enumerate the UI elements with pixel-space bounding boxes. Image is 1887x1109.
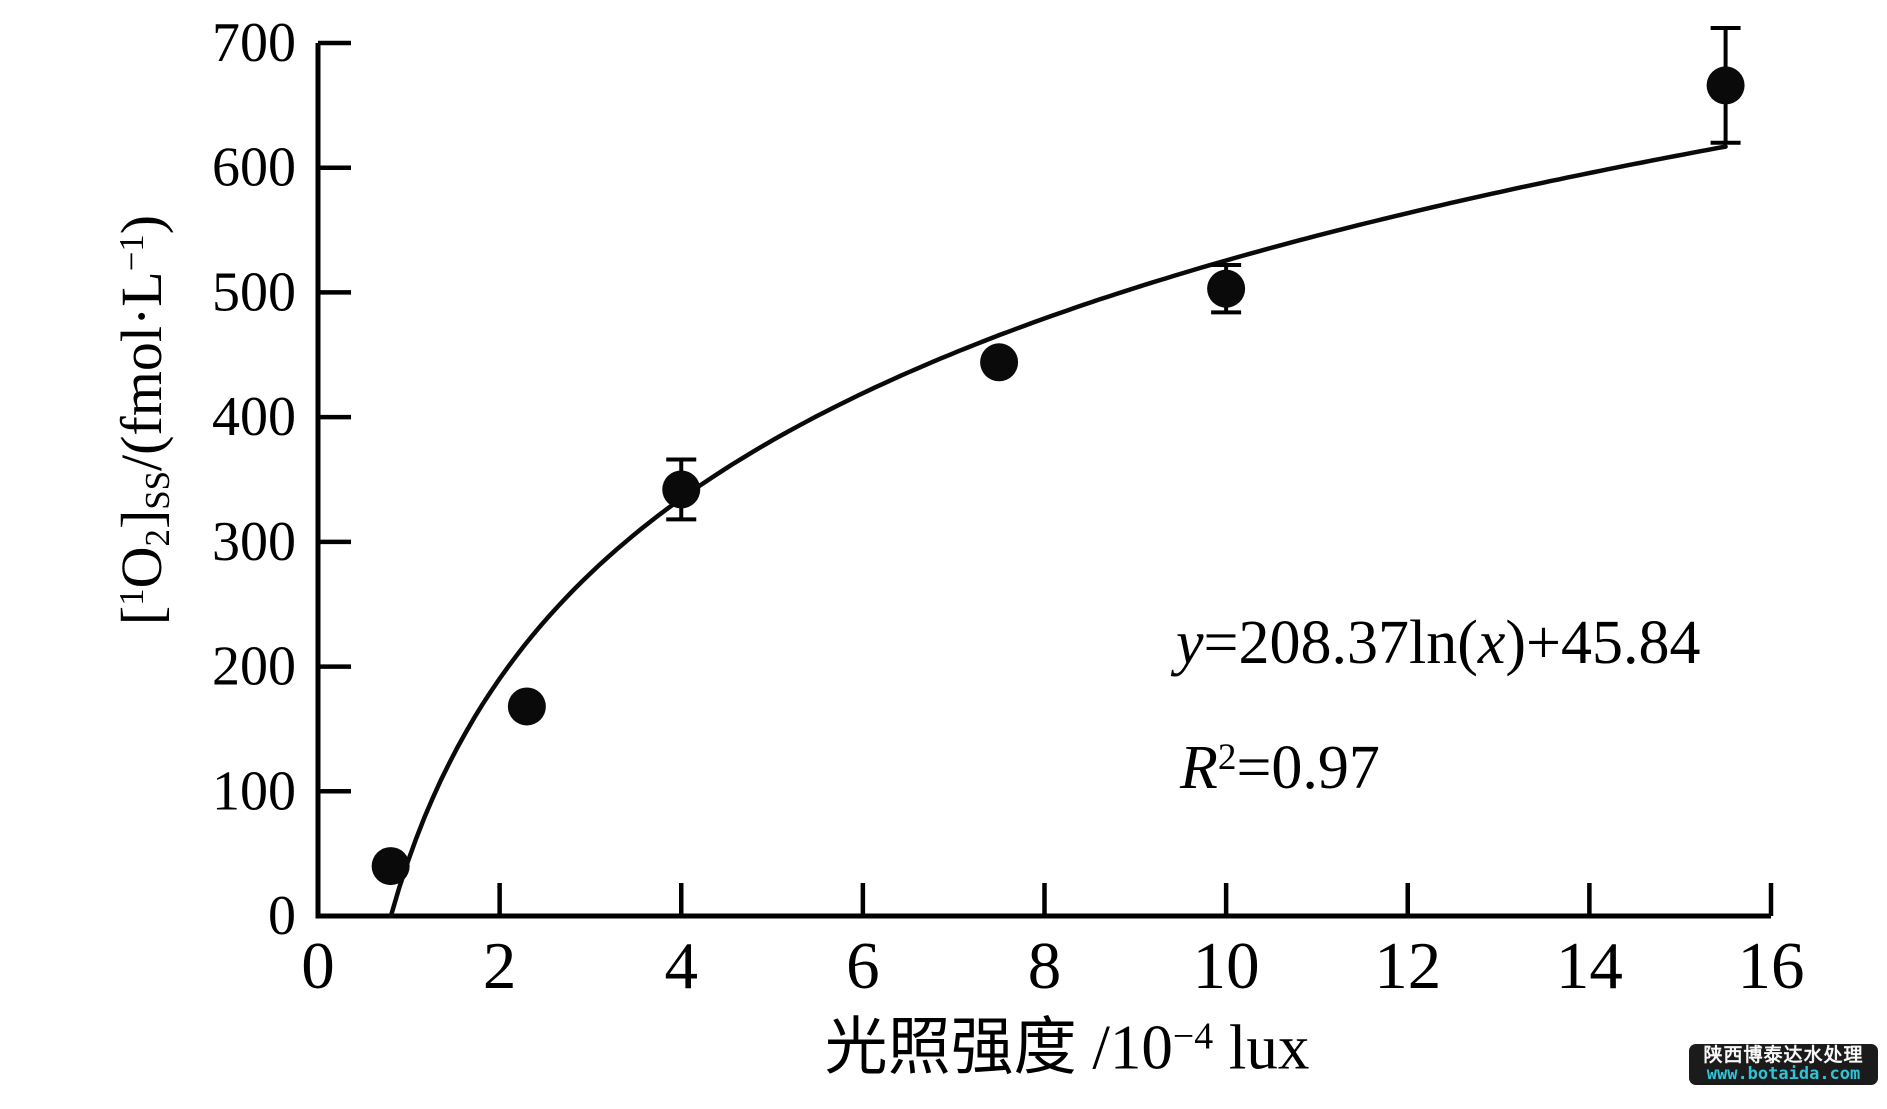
y-tick-label: 200 [212,636,296,698]
x-tick-label: 2 [483,929,517,1003]
y-tick-label: 300 [212,511,296,573]
x-tick-label: 0 [301,929,335,1003]
y-tick-label: 0 [268,885,296,947]
x-tick-label: 4 [665,929,699,1003]
fit-equation-text: y=208.37ln(x)+45.84 [1176,609,1701,677]
data-point [1706,66,1745,105]
y-tick-label: 600 [212,137,296,199]
series-singlet-oxygen-steady-state [371,26,1745,886]
watermark-url: www.botaida.com [1706,1064,1861,1085]
r-squared-text: R2=0.97 [1180,734,1380,802]
x-tick-label: 6 [846,929,880,1003]
axes [315,43,1771,919]
x-axis-ticks: 0 2 4 6 8 10 12 14 16 [301,883,1805,1003]
y-tick-label: 100 [212,760,296,822]
y-axis-ticks: 0 100 200 300 400 500 600 700 [212,12,351,947]
x-tick-label: 10 [1193,929,1260,1003]
data-point [980,343,1019,382]
y-tick-label: 500 [212,261,296,323]
watermark-badge: 陕西博泰达水处理 www.botaida.com [1689,1044,1878,1085]
data-point [1207,269,1246,308]
watermark-company-name: 陕西博泰达水处理 [1703,1044,1864,1066]
fit-curve [388,144,1728,919]
y-axis-title: [1O2]SS/(fmol·L−1) [109,214,177,626]
y-tick-label: 400 [212,386,296,448]
x-tick-label: 14 [1556,929,1623,1003]
data-point [507,687,546,726]
x-tick-label: 12 [1374,929,1441,1003]
data-point [662,470,701,509]
x-tick-label: 8 [1028,929,1062,1003]
x-axis-title: 光照强度 /10−4 lux [824,1012,1310,1083]
data-point [371,847,410,886]
x-tick-label: 16 [1738,929,1805,1003]
y-tick-label: 700 [212,12,296,74]
